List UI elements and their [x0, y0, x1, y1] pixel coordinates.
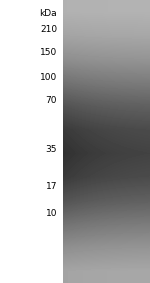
Text: 70: 70: [45, 96, 57, 105]
Bar: [64, 251, 90, 254]
Bar: [64, 203, 90, 206]
Text: 210: 210: [40, 25, 57, 34]
Text: 17: 17: [45, 182, 57, 191]
Text: 100: 100: [40, 73, 57, 82]
Text: 10: 10: [45, 209, 57, 218]
Bar: [64, 228, 90, 231]
Text: 150: 150: [40, 48, 57, 57]
Bar: [64, 130, 90, 134]
Bar: [64, 67, 90, 70]
Text: kDa: kDa: [39, 9, 57, 18]
Bar: [64, 180, 90, 184]
Bar: [64, 93, 90, 97]
Text: 35: 35: [45, 145, 57, 155]
